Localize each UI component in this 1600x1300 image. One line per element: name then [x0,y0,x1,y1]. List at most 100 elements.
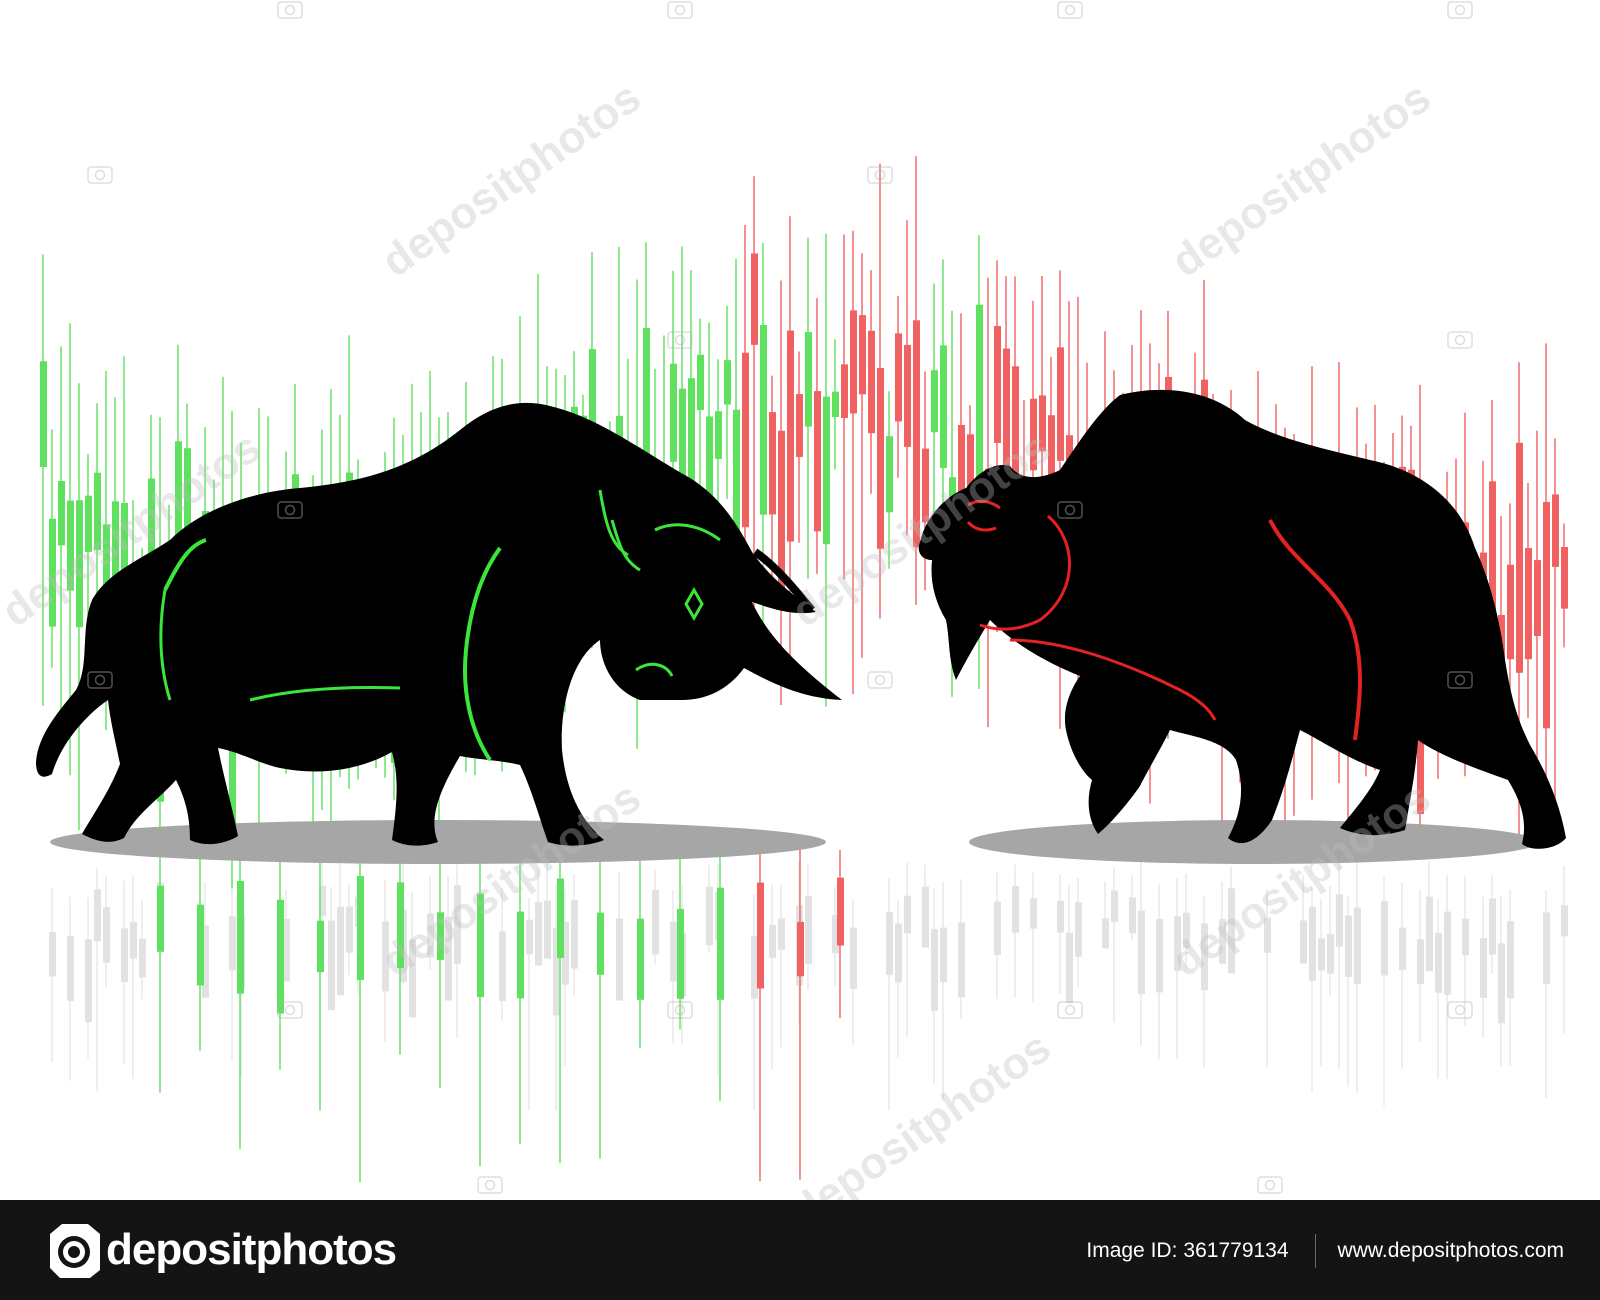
candle-body [40,361,47,467]
candle-body [197,904,204,986]
reflection-body [229,916,236,971]
candle-body [589,349,596,473]
candle-body [832,391,839,418]
camera-icon [1057,501,1083,519]
candle-body [397,882,404,969]
candle-body [1039,395,1046,452]
reflection-body [769,925,776,958]
reflection-body [1129,897,1136,934]
candle-body [706,416,713,519]
reflection-body [895,923,902,983]
candle-body [688,378,695,515]
reflection-body [904,895,911,934]
reflection-body [616,918,623,1001]
candle-body [643,327,650,539]
camera-lens-icon [674,4,686,16]
candle-body [796,394,803,457]
camera-lens-icon [1064,1004,1076,1016]
reflection-body [1264,917,1271,953]
reflection-body [562,921,569,985]
reflection-body [940,927,947,983]
reflection-body [427,913,434,958]
camera-icon [1057,1,1083,19]
reflection-body [1327,934,1334,974]
camera-lens-icon [94,169,106,181]
candle-body [895,333,902,422]
reflection-body [778,918,785,950]
reflection-body [1381,901,1388,976]
candle-body [67,500,74,591]
reflection-body [1462,918,1469,956]
reflection-body [1174,916,1181,971]
reflection-body [1183,912,1190,949]
footer-bar: depositphotos Image ID: 361779134 www.de… [0,1200,1600,1300]
camera-icon [87,671,113,689]
reflection-body [1399,927,1406,970]
candle-body [994,325,1001,443]
reflection-body [1228,888,1235,974]
reflection-body [931,929,938,1011]
reflection-body [346,906,353,953]
reflection-body [1138,910,1145,994]
candle-body [237,880,244,994]
reflection-body [886,911,893,976]
image-id-label: Image ID: [1086,1239,1178,1262]
candle-body [841,364,848,419]
candle-body [823,396,830,545]
candle-body [751,253,758,345]
artwork [36,1,1568,1194]
camera-icon [1447,1001,1473,1019]
candle-body [760,325,767,515]
candle-body [697,354,704,411]
candle-body [112,501,119,578]
reflection-body [1435,932,1442,993]
candle-body [557,878,564,959]
reflection-body [1561,905,1568,937]
candle-body [1507,564,1514,660]
camera-icon [1447,671,1473,689]
reflection-body [1309,906,1316,981]
site-url[interactable]: www.depositphotos.com [1337,1239,1564,1262]
reflection-body [1111,890,1118,922]
candle-body [717,887,724,1000]
camera-lens-icon [1064,4,1076,16]
camera-lens-icon [94,674,106,686]
reflection-body [1480,938,1487,998]
reflection-body [337,906,344,996]
camera-lens-icon [1454,674,1466,686]
candle-body [94,472,101,550]
bear-icon [918,389,1566,849]
candle-body [797,921,804,977]
candle-body [1030,398,1037,471]
reflection-body [202,925,209,998]
candle-body [967,434,974,490]
candle-body [922,448,929,523]
reflection-body [958,922,965,998]
camera-lens-icon [1064,504,1076,516]
reflection-body [94,889,101,942]
reflection-body [1075,902,1082,957]
camera-icon [1447,1,1473,19]
reflection-body [832,914,839,954]
reflection-body [1543,912,1550,985]
candle-body [1048,415,1055,483]
bull-icon [36,402,842,846]
camera-icon [667,1,693,19]
candle-body [877,368,884,549]
candle-body [677,908,684,999]
candle-body [1489,481,1496,637]
reflection-body [1102,918,1109,949]
reflection-body [1417,939,1424,985]
reflection-body [139,938,146,978]
reflection-body [1057,900,1064,933]
reflection-body [499,931,506,1001]
candle-body [757,882,764,989]
candle-body [769,412,776,515]
candle-body [184,448,191,601]
reflection-body [805,895,812,964]
reflection-body [544,900,551,959]
camera-icon [477,1176,503,1194]
candle-body [1516,442,1523,673]
camera-icon [1257,1176,1283,1194]
